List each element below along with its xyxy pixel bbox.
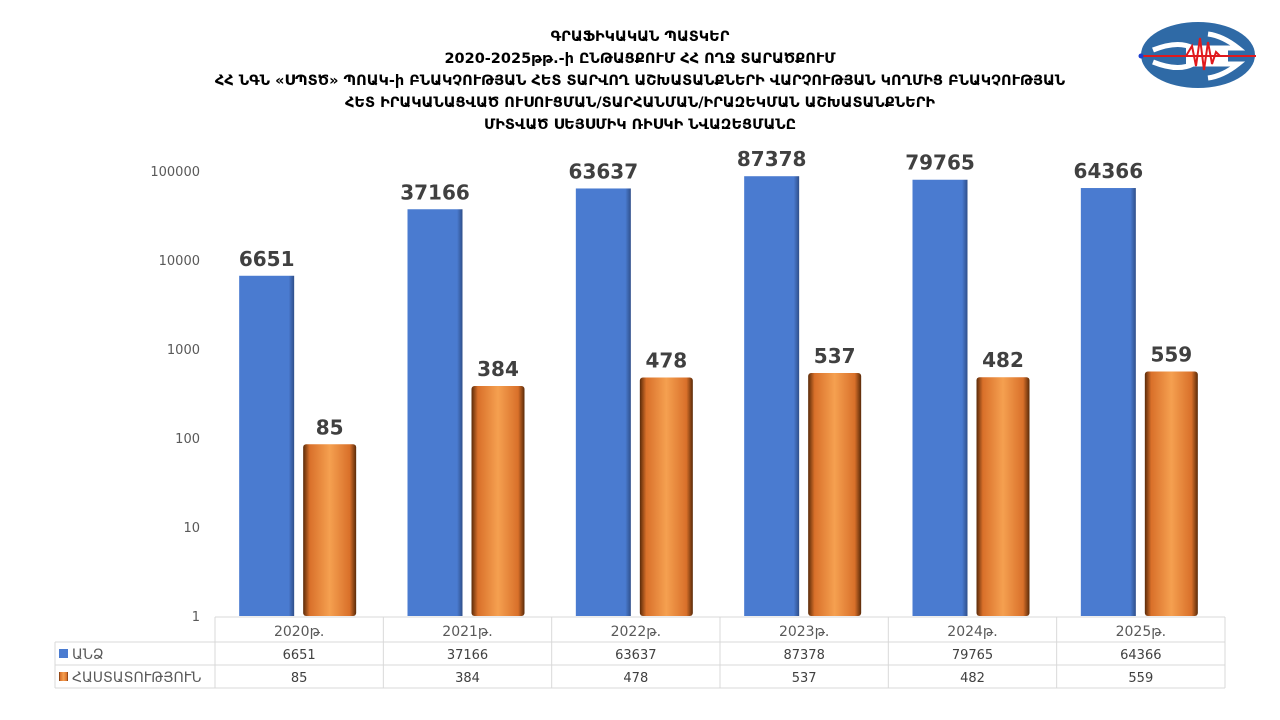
chart-title: ԳՐԱՖԻԿԱԿԱՆ ՊԱՏԿԵՐ 2020-2025թթ.-ի ԸՆԹԱՑՔՈ… — [0, 26, 1280, 136]
title-line: ՄԻՏՎԱԾ ՍԵՅՍՄԻԿ ՌԻՍԿԻ ՆՎԱԶԵՑՄԱՆԸ — [483, 117, 797, 133]
x-category-label: 2025թ. — [1116, 624, 1166, 640]
data-label: 6651 — [239, 247, 295, 271]
y-tick-label: 1 — [192, 610, 200, 625]
y-tick-label: 100000 — [150, 165, 200, 180]
table-cell: 37166 — [447, 648, 488, 663]
title-line: ՀՀ ՆԳՆ «ՍՊՏԾ» ՊՈԱԿ-ի ԲՆԱԿՉՈՒԹՅԱՆ ՀԵՏ ՏԱՐ… — [214, 73, 1066, 89]
x-category-label: 2022թ. — [611, 624, 661, 640]
seismic-wave-logo-icon — [1138, 22, 1256, 88]
bar-hastatutyun — [1144, 371, 1198, 616]
bar-hastatutyun — [471, 385, 525, 616]
y-tick-label: 10000 — [159, 254, 200, 269]
data-label: 63637 — [569, 159, 639, 183]
data-label: 79765 — [905, 151, 975, 175]
x-category-label: 2021թ. — [442, 624, 492, 640]
bar-anz — [575, 188, 631, 616]
legend-key-anz — [59, 649, 68, 658]
x-category-label: 2024թ. — [947, 624, 997, 640]
x-category-label: 2020թ. — [274, 624, 324, 640]
bar-hastatutyun — [808, 373, 862, 616]
legend-series-name: ԱՆՁ — [72, 647, 104, 663]
bar-anz — [239, 275, 295, 616]
data-label: 37166 — [400, 180, 470, 204]
table-cell: 85 — [291, 671, 308, 686]
table-cell: 384 — [455, 671, 480, 686]
data-label: 537 — [814, 344, 856, 368]
data-label: 85 — [316, 415, 344, 439]
y-tick-label: 1000 — [167, 343, 200, 358]
data-label: 87378 — [737, 147, 807, 171]
bar-anz — [744, 176, 800, 616]
bar-hastatutyun — [976, 377, 1030, 616]
table-cell: 559 — [1128, 671, 1153, 686]
table-cell: 537 — [792, 671, 817, 686]
bar-hastatutyun — [639, 377, 693, 616]
bar-anz — [1080, 188, 1136, 616]
data-label: 384 — [477, 357, 519, 381]
data-label: 478 — [645, 349, 687, 373]
data-label: 482 — [982, 348, 1024, 372]
legend-series-name: ՀԱՍՏԱՏՈՒԹՅՈՒՆ — [72, 670, 201, 686]
title-line: ՀԵՏ ԻՐԱԿԱՆԱՑՎԱԾ ՈՒՍՈՒՑՄԱՆ/ՏԱՐՀԱՆՄԱՆ/ԻՐԱԶ… — [344, 95, 936, 111]
table-cell: 478 — [623, 671, 648, 686]
bar-hastatutyun — [303, 444, 357, 616]
x-category-label: 2023թ. — [779, 624, 829, 640]
y-tick-label: 10 — [183, 521, 200, 536]
table-cell: 482 — [960, 671, 985, 686]
title-line: 2020-2025թթ.-ի ԸՆԹԱՑՔՈՒՄ ՀՀ ՈՂՋ ՏԱՐԱԾՔՈՒ… — [444, 51, 836, 67]
table-cell: 64366 — [1120, 648, 1161, 663]
table-cell: 6651 — [283, 648, 316, 663]
table-cell: 79765 — [952, 648, 993, 663]
bar-anz — [407, 209, 463, 616]
table-cell: 63637 — [615, 648, 656, 663]
y-tick-label: 100 — [175, 432, 200, 447]
data-label: 559 — [1150, 342, 1192, 366]
table-cell: 87378 — [783, 648, 824, 663]
legend-key-hastatutyun — [59, 672, 68, 681]
data-label: 64366 — [1074, 159, 1144, 183]
title-line: ԳՐԱՖԻԿԱԿԱՆ ՊԱՏԿԵՐ — [550, 29, 730, 45]
bar-anz — [912, 179, 968, 616]
